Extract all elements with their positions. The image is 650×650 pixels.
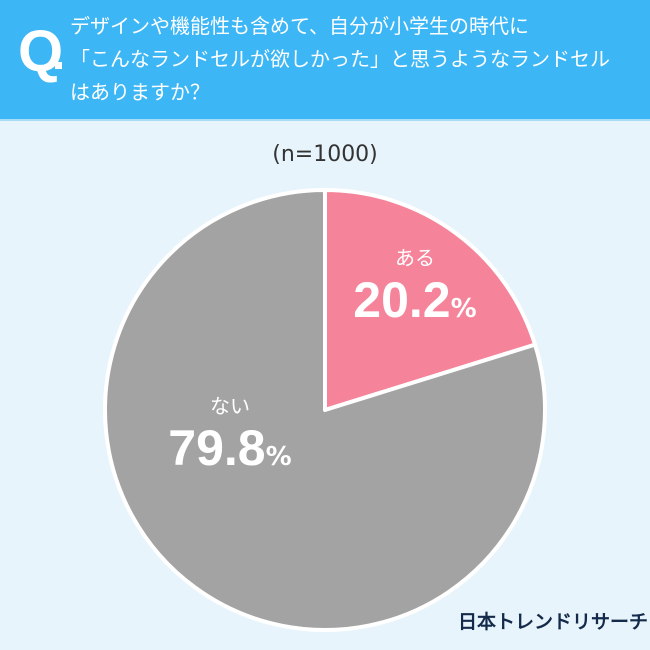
sample-size: (n=1000) bbox=[272, 142, 378, 167]
value-label: 20.2 bbox=[353, 272, 451, 328]
value-label: 79.8 bbox=[168, 420, 266, 476]
q-dot bbox=[55, 62, 62, 69]
question-header: Q デザインや機能性も含めて、自分が小学生の時代に 「こんなランドセルが欲しかっ… bbox=[0, 0, 650, 121]
category-label: ある bbox=[395, 246, 435, 270]
q-mark: Q bbox=[18, 19, 64, 84]
pie-slice-0 bbox=[323, 188, 538, 412]
slice-label-yes: ある 20.2% bbox=[335, 242, 495, 329]
unit-label: % bbox=[265, 442, 292, 472]
slice-label-no: ない 79.8% bbox=[150, 390, 310, 477]
pie-slice-1 bbox=[103, 188, 547, 632]
question-text: デザインや機能性も含めて、自分が小学生の時代に 「こんなランドセルが欲しかった」… bbox=[70, 14, 610, 104]
brand-logo: 日本トレンドリサーチ bbox=[458, 611, 649, 633]
unit-label: % bbox=[450, 294, 477, 324]
category-label: ない bbox=[210, 394, 250, 418]
